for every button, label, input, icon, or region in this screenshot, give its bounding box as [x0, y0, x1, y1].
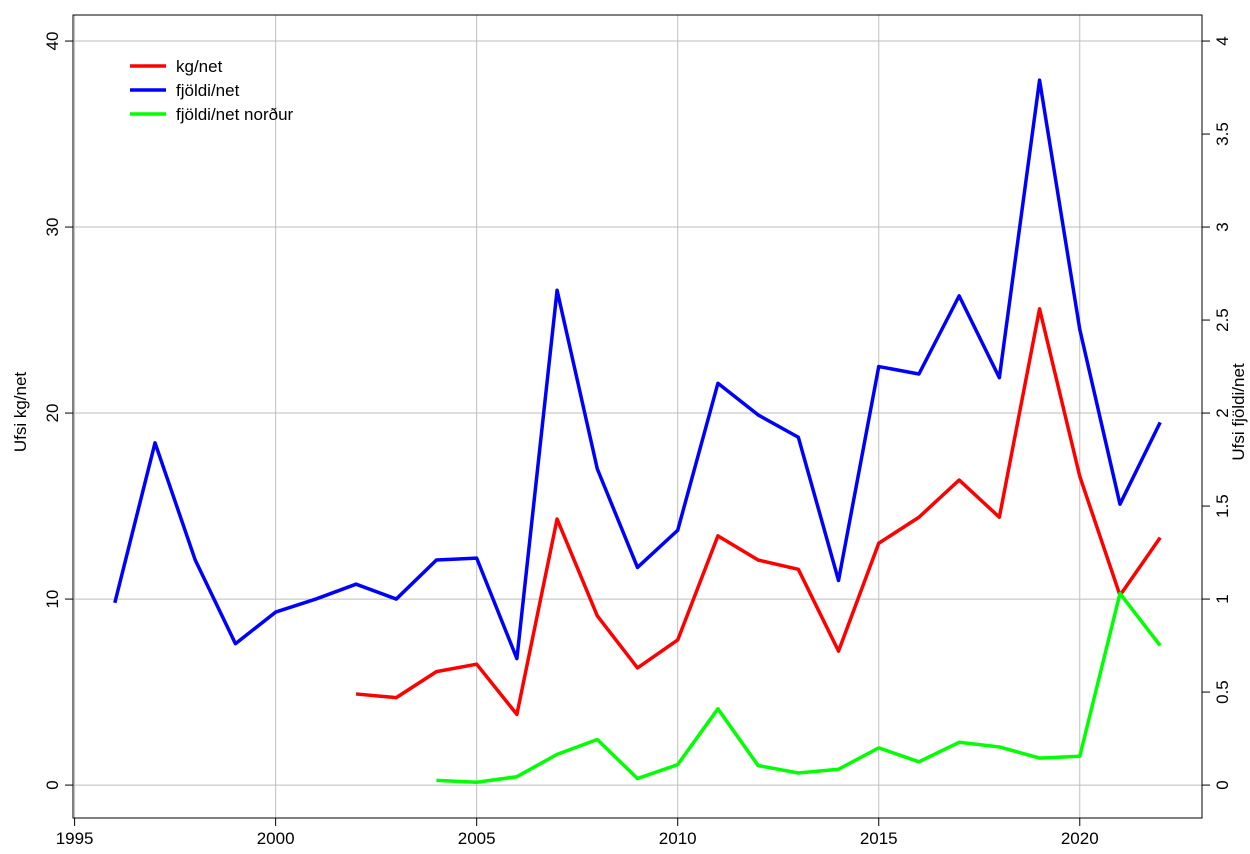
x-tick-label: 2005: [458, 829, 496, 848]
y2-tick-label: 0.5: [1213, 680, 1232, 704]
x-tick-label: 1995: [56, 829, 94, 848]
y-tick-label: 40: [43, 32, 62, 51]
x-tick-label: 2020: [1061, 829, 1099, 848]
series-line: [355, 307, 1162, 717]
y2-tick-label: 1: [1213, 594, 1232, 603]
y2-tick-label: 3: [1213, 222, 1232, 231]
plot-frame: [72, 14, 1203, 819]
x-tick-label: 2010: [659, 829, 697, 848]
y-tick-label: 30: [43, 218, 62, 237]
x-tick-label: 2000: [257, 829, 295, 848]
y2-axis-label: Ufsi fjöldi/net: [1229, 363, 1248, 461]
y-tick-label: 20: [43, 404, 62, 423]
y2-tick-label: 2.5: [1213, 308, 1232, 332]
y2-tick-label: 4: [1213, 36, 1232, 45]
y2-tick-label: 0: [1213, 780, 1232, 789]
y2-tick-label: 2: [1213, 408, 1232, 417]
series-line: [113, 78, 1162, 661]
y-axis-label: Ufsi kg/net: [11, 372, 30, 453]
series-line: [436, 591, 1162, 785]
y2-tick-label: 3.5: [1213, 122, 1232, 146]
legend-label: fjöldi/net norður: [176, 105, 294, 124]
legend-label: kg/net: [176, 57, 223, 76]
y-tick-label: 10: [43, 590, 62, 609]
y-tick-label: 0: [43, 780, 62, 789]
y2-tick-label: 1.5: [1213, 494, 1232, 518]
x-tick-label: 2015: [860, 829, 898, 848]
legend-label: fjöldi/net: [176, 81, 240, 100]
